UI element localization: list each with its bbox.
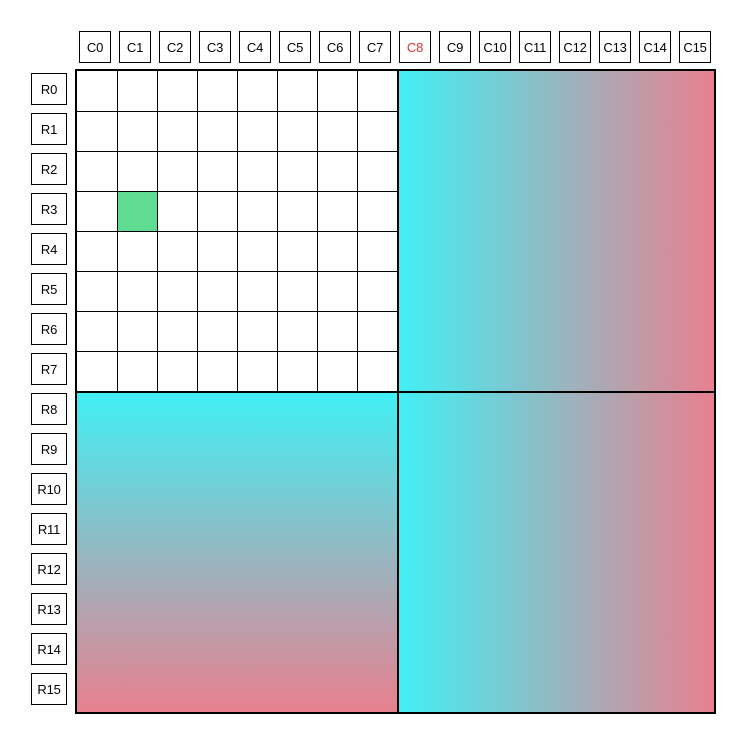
row-header-label: R6 [40, 321, 58, 337]
row-header-label: R11 [37, 521, 61, 537]
column-header-c4[interactable]: C4 [239, 31, 271, 63]
column-header-label: C11 [523, 39, 547, 55]
column-header-label: C6 [326, 39, 344, 55]
column-header-label: C14 [643, 39, 667, 55]
row-header-r1[interactable]: R1 [31, 113, 67, 145]
column-header-label: C13 [603, 39, 627, 55]
column-header-label: C1 [126, 39, 144, 55]
grid-line-horizontal [77, 231, 397, 232]
column-header-c10[interactable]: C10 [479, 31, 511, 63]
column-header-label: C12 [563, 39, 587, 55]
quadrant-bottom-right[interactable] [397, 392, 714, 712]
row-header-label: R7 [40, 361, 58, 377]
row-header-label: R2 [40, 161, 58, 177]
column-header-label: C3 [206, 39, 224, 55]
column-header-c2[interactable]: C2 [159, 31, 191, 63]
row-header-label: R8 [40, 401, 58, 417]
column-header-label: C5 [286, 39, 304, 55]
row-header-r11[interactable]: R11 [31, 513, 67, 545]
column-header-label: C7 [366, 39, 384, 55]
row-header-label: R10 [37, 481, 61, 497]
row-header-r15[interactable]: R15 [31, 673, 67, 705]
column-header-c14[interactable]: C14 [639, 31, 671, 63]
row-header-label: R0 [40, 81, 58, 97]
column-header-label: C9 [446, 39, 464, 55]
column-header-c12[interactable]: C12 [559, 31, 591, 63]
row-header-r13[interactable]: R13 [31, 593, 67, 625]
row-header-r6[interactable]: R6 [31, 313, 67, 345]
row-header-r14[interactable]: R14 [31, 633, 67, 665]
column-header-c11[interactable]: C11 [519, 31, 551, 63]
column-header-c8[interactable]: C8 [399, 31, 431, 63]
column-header-c13[interactable]: C13 [599, 31, 631, 63]
column-header-strip: C0 C1 C2 C3 C4 C5 C6 C7 C8 C9 C10 C11 C12 C13 C14 C15 [75, 31, 716, 65]
row-header-r3[interactable]: R3 [31, 193, 67, 225]
grid-line-horizontal [77, 271, 397, 272]
row-header-r0[interactable]: R0 [31, 73, 67, 105]
column-header-c5[interactable]: C5 [279, 31, 311, 63]
row-header-r5[interactable]: R5 [31, 273, 67, 305]
column-header-label: C0 [86, 39, 104, 55]
column-header-c9[interactable]: C9 [439, 31, 471, 63]
matrix-body [75, 69, 716, 714]
grid-line-horizontal [77, 151, 397, 152]
grid-line-horizontal [77, 351, 397, 352]
grid-line-horizontal [77, 311, 397, 312]
column-header-label: C8 [406, 39, 424, 55]
column-header-c1[interactable]: C1 [119, 31, 151, 63]
row-header-r9[interactable]: R9 [31, 433, 67, 465]
quadrant-top-right[interactable] [397, 71, 714, 392]
row-header-r8[interactable]: R8 [31, 393, 67, 425]
column-header-c3[interactable]: C3 [199, 31, 231, 63]
column-header-label: C15 [683, 39, 707, 55]
row-header-label: R15 [37, 681, 61, 697]
quadrant-bottom-left[interactable] [77, 392, 397, 712]
grid-line-horizontal [77, 191, 397, 192]
grid-line-horizontal [77, 111, 397, 112]
row-header-label: R14 [37, 641, 61, 657]
column-header-label: C2 [166, 39, 184, 55]
quadrant-top-left[interactable] [77, 71, 397, 392]
row-header-r2[interactable]: R2 [31, 153, 67, 185]
row-header-label: R9 [40, 441, 58, 457]
column-header-c15[interactable]: C15 [679, 31, 711, 63]
row-header-r4[interactable]: R4 [31, 233, 67, 265]
column-header-c0[interactable]: C0 [79, 31, 111, 63]
row-header-r10[interactable]: R10 [31, 473, 67, 505]
column-header-label: C10 [483, 39, 507, 55]
row-header-label: R12 [37, 561, 61, 577]
row-header-label: R4 [40, 241, 58, 257]
quadrant-divider-horizontal [77, 391, 714, 393]
column-header-c7[interactable]: C7 [359, 31, 391, 63]
row-header-strip: R0 R1 R2 R3 R4 R5 R6 R7 R8 R9 R10 R11 R12 R13 R14 R15 [31, 69, 71, 714]
column-header-c6[interactable]: C6 [319, 31, 351, 63]
row-header-r12[interactable]: R12 [31, 553, 67, 585]
row-header-label: R3 [40, 201, 58, 217]
row-header-r7[interactable]: R7 [31, 353, 67, 385]
row-header-label: R13 [37, 601, 61, 617]
highlighted-cell-r3-c1[interactable] [118, 192, 157, 231]
column-header-label: C4 [246, 39, 264, 55]
row-header-label: R1 [40, 121, 58, 137]
row-header-label: R5 [40, 281, 58, 297]
